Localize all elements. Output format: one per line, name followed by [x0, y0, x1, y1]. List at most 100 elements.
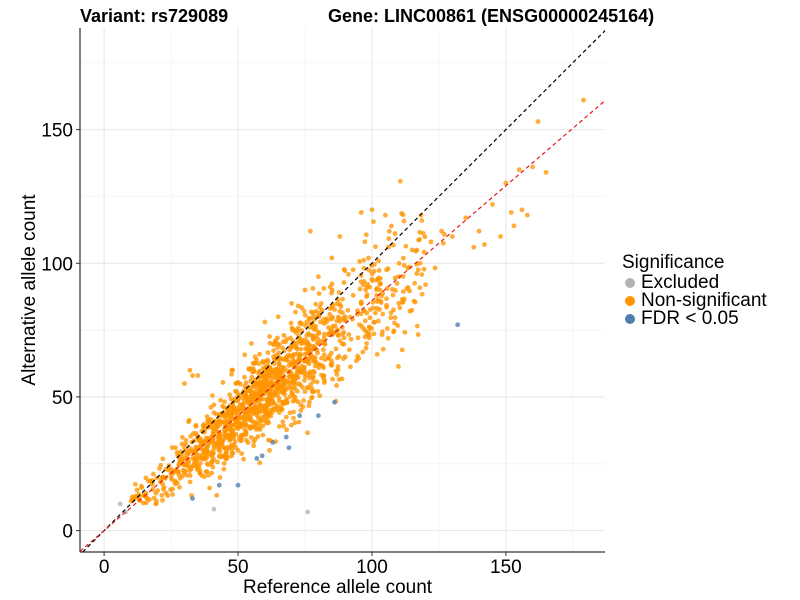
data-point-non-significant: [384, 326, 390, 331]
data-point-non-significant: [543, 169, 549, 175]
legend-dot-icon: [625, 296, 635, 306]
data-point-non-significant: [190, 373, 195, 378]
data-point-non-significant: [374, 351, 380, 357]
data-point-non-significant: [313, 301, 319, 307]
data-point-non-significant: [195, 373, 201, 378]
legend-label: Non-significant: [641, 290, 767, 311]
data-point-non-significant: [209, 470, 215, 476]
data-point-non-significant: [291, 409, 296, 415]
data-point-non-significant: [267, 447, 272, 453]
data-point-non-significant: [336, 290, 342, 295]
data-point-non-significant: [159, 492, 165, 498]
data-point-non-significant: [178, 453, 184, 459]
data-point-non-significant: [311, 378, 316, 384]
data-point-non-significant: [341, 341, 347, 347]
data-point-non-significant: [257, 383, 263, 388]
data-point-non-significant: [186, 459, 192, 465]
data-point-non-significant: [276, 350, 282, 356]
data-point-non-significant: [353, 358, 359, 364]
data-point-non-significant: [220, 380, 226, 385]
data-point-non-significant: [155, 488, 161, 493]
data-point-non-significant: [380, 346, 386, 352]
data-point-non-significant: [315, 388, 321, 394]
data-point-non-significant: [358, 273, 364, 278]
data-point-non-significant: [260, 423, 266, 429]
data-point-non-significant: [175, 469, 181, 475]
data-point-non-significant: [414, 247, 420, 253]
x-tick-label: 50: [227, 557, 248, 578]
data-point-non-significant: [415, 267, 421, 273]
data-point-non-significant: [346, 347, 352, 353]
data-point-non-significant: [400, 255, 406, 261]
data-point-non-significant: [211, 446, 217, 451]
axes: [76, 28, 605, 556]
identity-line: [82, 30, 606, 553]
data-point-non-significant: [358, 210, 364, 215]
data-point-non-significant: [227, 392, 233, 398]
data-point-non-significant: [463, 215, 469, 221]
data-point-non-significant: [321, 286, 327, 291]
data-point-non-significant: [476, 228, 482, 234]
data-point-non-significant: [372, 320, 377, 325]
data-point-non-significant: [316, 291, 322, 297]
data-point-non-significant: [215, 439, 221, 445]
data-point-non-significant: [380, 291, 386, 296]
data-point-non-significant: [311, 370, 317, 375]
data-point-non-significant: [204, 414, 210, 419]
data-point-non-significant: [243, 380, 249, 385]
data-point-non-significant: [358, 300, 364, 306]
data-point-non-significant: [441, 231, 447, 237]
data-point-non-significant: [392, 275, 398, 281]
data-point-non-significant: [267, 340, 273, 346]
data-point-non-significant: [295, 351, 300, 357]
data-point-non-significant: [150, 471, 156, 477]
data-point-non-significant: [357, 259, 363, 264]
data-point-non-significant: [312, 363, 318, 369]
data-point-non-significant: [221, 461, 227, 466]
data-point-non-significant: [187, 479, 193, 485]
data-point-non-significant: [391, 328, 397, 334]
data-point-non-significant: [321, 380, 327, 385]
data-point-non-significant: [303, 323, 308, 329]
data-point-non-significant: [519, 207, 525, 213]
data-point-non-significant: [302, 378, 307, 383]
data-point-non-significant: [379, 332, 385, 338]
data-point-non-significant: [449, 234, 455, 239]
data-point-non-significant: [341, 335, 347, 341]
data-point-non-significant: [204, 454, 210, 460]
data-point-non-significant: [183, 438, 189, 443]
data-point-non-significant: [362, 334, 368, 340]
data-point-non-significant: [281, 357, 286, 362]
data-point-non-significant: [214, 492, 220, 498]
data-point-non-significant: [238, 381, 243, 387]
data-point-non-significant: [319, 355, 324, 361]
data-point-non-significant: [221, 466, 227, 472]
data-point-non-significant: [309, 389, 315, 394]
data-point-non-significant: [150, 487, 156, 492]
data-point-non-significant: [285, 379, 291, 385]
data-point-non-significant: [197, 452, 203, 458]
data-point-non-significant: [154, 498, 159, 504]
data-point-non-significant: [184, 455, 190, 461]
data-point-non-significant: [325, 355, 331, 361]
data-point-non-significant: [270, 406, 276, 412]
data-point-non-significant: [211, 436, 216, 442]
data-point-non-significant: [248, 415, 253, 420]
data-point-non-significant: [419, 272, 425, 277]
data-point-non-significant: [392, 231, 398, 236]
data-point-non-significant: [327, 284, 333, 290]
data-point-non-significant: [293, 362, 299, 368]
data-point-non-significant: [397, 305, 403, 311]
data-point-non-significant: [260, 432, 266, 438]
data-point-non-significant: [321, 352, 327, 358]
data-point-non-significant: [312, 355, 318, 361]
data-point-non-significant: [254, 381, 260, 386]
data-point-non-significant: [421, 266, 427, 272]
data-point-non-significant: [254, 357, 259, 362]
data-point-non-significant: [160, 474, 166, 480]
fitted-line: [79, 100, 606, 552]
data-point-non-significant: [342, 268, 348, 274]
data-point-non-significant: [409, 247, 415, 253]
data-point-non-significant: [401, 263, 407, 268]
data-point-non-significant: [168, 466, 174, 472]
